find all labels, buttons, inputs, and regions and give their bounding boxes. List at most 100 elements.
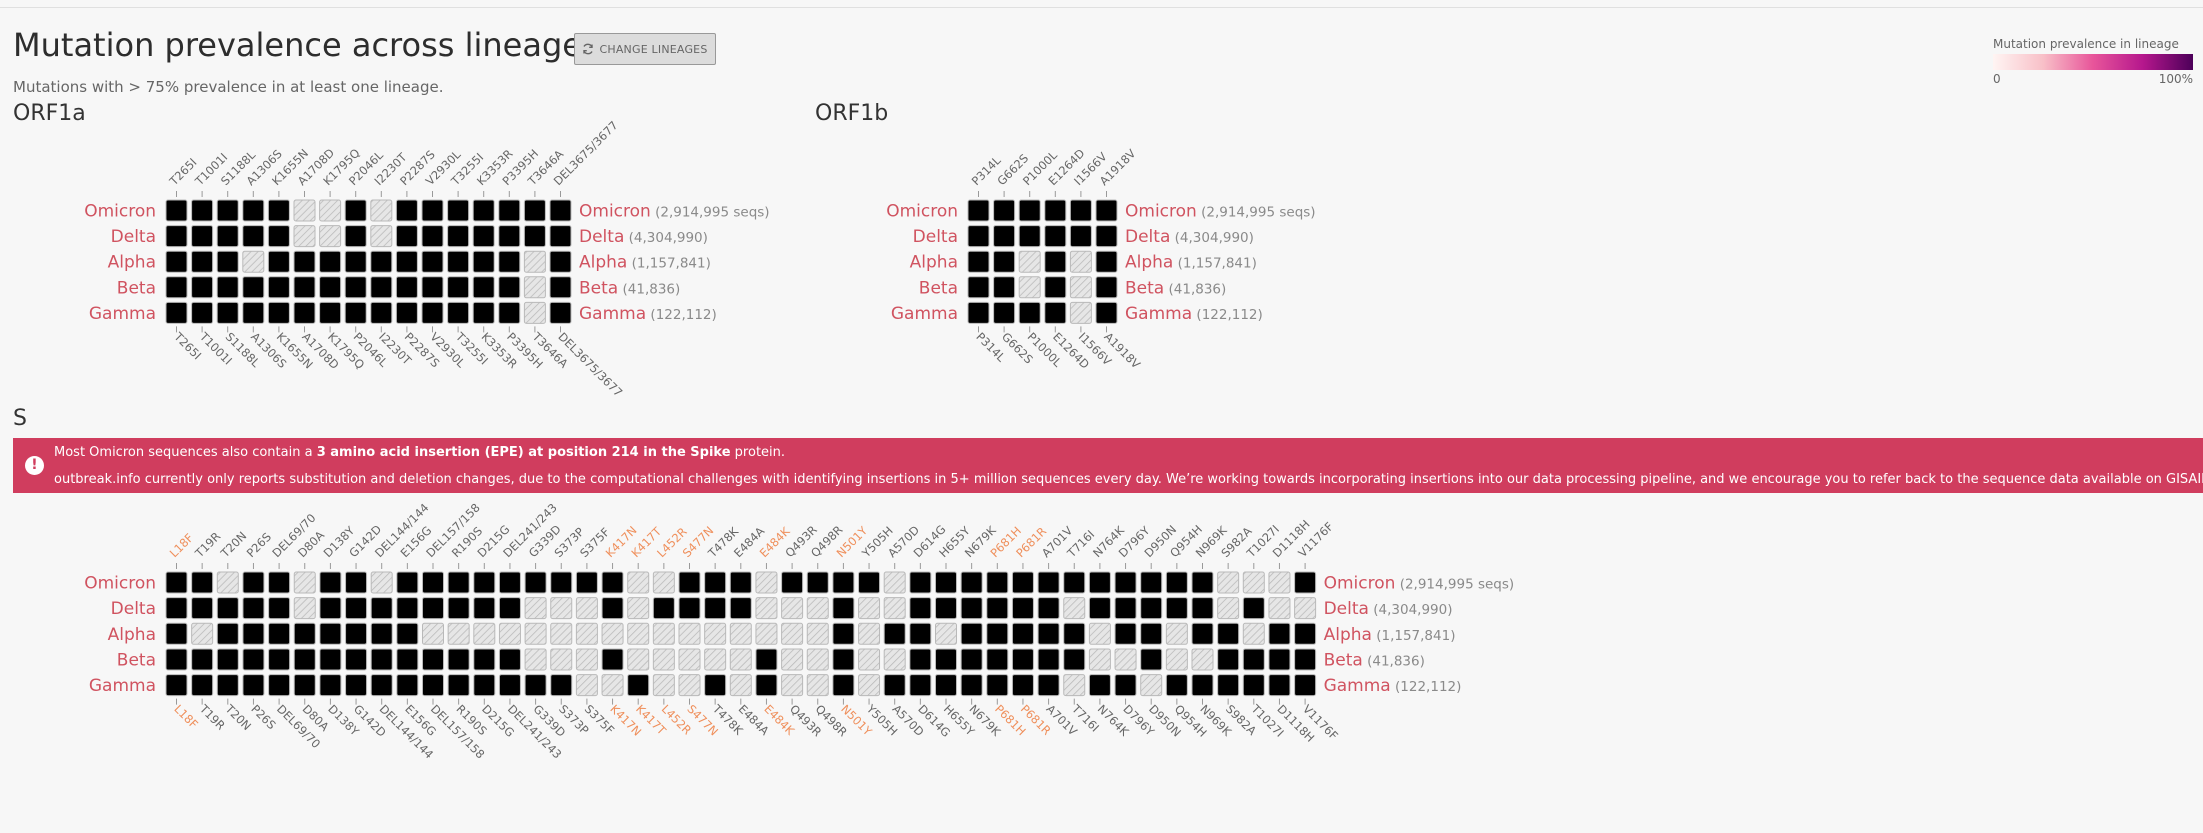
heatmap-cell xyxy=(806,648,829,671)
mutation-label-bottom: E156G xyxy=(402,702,439,739)
heatmap-cell xyxy=(1165,674,1188,697)
gene-title-orf1b: ORF1b xyxy=(815,101,889,126)
mutation-label-bottom: N764K xyxy=(1095,702,1132,739)
mutation-label-top: E484A xyxy=(731,524,767,560)
heatmap-cell xyxy=(395,199,418,222)
heatmap-cell xyxy=(627,674,650,697)
mutation-label-bottom: D796Y xyxy=(1120,702,1157,739)
heatmap-cell xyxy=(447,301,470,324)
lineage-label-left: Omicron xyxy=(84,202,156,222)
mutation-label-bottom: P3395H xyxy=(504,330,546,372)
heatmap-cell xyxy=(242,674,265,697)
mutation-label-bottom: T478K xyxy=(709,701,746,738)
heatmap-cell xyxy=(472,301,495,324)
mutation-label-top: S1188L xyxy=(218,147,259,188)
heatmap-cell xyxy=(319,622,342,645)
heatmap-cell xyxy=(1217,571,1240,594)
heatmap-cell xyxy=(1095,276,1118,299)
heatmap-cell xyxy=(575,674,598,697)
heatmap-cell xyxy=(1294,571,1317,594)
mutation-label-top: L452R xyxy=(654,525,690,561)
heatmap-cell xyxy=(986,622,1009,645)
heatmap-cell xyxy=(1191,648,1214,671)
heatmap-cell xyxy=(909,571,932,594)
mutation-label-bottom: K1795Q xyxy=(325,330,367,372)
heatmap-cell xyxy=(1140,597,1163,620)
heatmap-cell xyxy=(498,597,521,620)
mutation-label-top: Q493R xyxy=(782,523,819,560)
mutation-label-top: DEL241/243 xyxy=(500,501,560,561)
mutation-label-top: S982A xyxy=(1218,524,1254,560)
heatmap-cell xyxy=(293,276,316,299)
heatmap-cell xyxy=(909,674,932,697)
lineage-label-left: Omicron xyxy=(84,574,156,594)
lineage-label-right: Delta (4,304,990) xyxy=(579,227,708,247)
heatmap-cell xyxy=(1011,571,1034,594)
mutation-label-bottom: E484K xyxy=(761,702,797,738)
heatmap-cell xyxy=(549,199,572,222)
heatmap-cell xyxy=(1011,648,1034,671)
heatmap-cell xyxy=(498,199,521,222)
mutation-label-top: P681H xyxy=(988,524,1024,560)
heatmap-cell xyxy=(652,622,675,645)
heatmap-cell xyxy=(165,571,188,594)
heatmap-cell xyxy=(678,622,701,645)
mutation-label-top: I1566V xyxy=(1071,149,1110,188)
heatmap-cell xyxy=(396,622,419,645)
heatmap-cell xyxy=(627,597,650,620)
heatmap-cell xyxy=(345,648,368,671)
lineage-label-left: Delta xyxy=(111,227,156,247)
banner-line-2: outbreak.info currently only reports sub… xyxy=(54,472,2203,487)
heatmap-cell xyxy=(370,250,393,273)
heatmap-cell xyxy=(967,199,990,222)
heatmap-cell xyxy=(498,622,521,645)
heatmap-cell xyxy=(1063,674,1086,697)
heatmap-cell xyxy=(165,622,188,645)
mutation-label-bottom: E1264D xyxy=(1050,330,1092,372)
lineage-count: (4,304,990) xyxy=(1170,230,1254,246)
heatmap-cell xyxy=(370,301,393,324)
heatmap-cell xyxy=(242,571,265,594)
mutation-label-top: G142D xyxy=(346,522,384,560)
heatmap-cell xyxy=(652,571,675,594)
heatmap-cell xyxy=(704,571,727,594)
lineage-label-left: Omicron xyxy=(886,202,958,222)
mutation-label-bottom: T3255I xyxy=(452,329,491,368)
heatmap-cell xyxy=(729,571,752,594)
mutation-label-top: Q498R xyxy=(808,523,845,560)
lineage-count: (1,157,841) xyxy=(1173,256,1257,272)
heatmap-cell xyxy=(1037,674,1060,697)
heatmap-cell xyxy=(191,276,214,299)
heatmap-cell xyxy=(165,648,188,671)
heatmap-cell xyxy=(498,674,521,697)
heatmap-cell xyxy=(1294,622,1317,645)
heatmap-cell xyxy=(473,597,496,620)
mutation-label-top: L18F xyxy=(167,531,196,560)
heatmap-cell xyxy=(1088,571,1111,594)
mutation-label-top: DEL144/144 xyxy=(372,501,432,561)
refresh-icon xyxy=(583,43,594,55)
heatmap-cell xyxy=(832,648,855,671)
lineage-name: Omicron xyxy=(1125,202,1197,222)
heatmap-cell xyxy=(1242,674,1265,697)
change-lineages-button[interactable]: CHANGE LINEAGES xyxy=(574,33,716,65)
heatmap-cell xyxy=(1063,648,1086,671)
heatmap-cell xyxy=(370,276,393,299)
top-divider xyxy=(0,7,2203,8)
heatmap-cell xyxy=(345,674,368,697)
mutation-label-top: S373P xyxy=(551,525,587,561)
lineage-name: Gamma xyxy=(1125,304,1192,324)
heatmap-cell xyxy=(191,199,214,222)
lineage-name: Alpha xyxy=(1125,253,1173,273)
heatmap-cell xyxy=(909,597,932,620)
mutation-label-bottom: P681R xyxy=(1018,702,1054,738)
heatmap-cell xyxy=(678,597,701,620)
lineage-label-right: Beta (41,836) xyxy=(579,278,680,298)
heatmap-cell xyxy=(1088,648,1111,671)
lineage-name: Beta xyxy=(1125,278,1164,298)
heatmap-cell xyxy=(781,597,804,620)
heatmap-cell xyxy=(1095,225,1118,248)
heatmap-cell xyxy=(1011,674,1034,697)
banner-line-1-bold: 3 amino acid insertion (EPE) at position… xyxy=(316,445,731,460)
heatmap-cell xyxy=(858,571,881,594)
